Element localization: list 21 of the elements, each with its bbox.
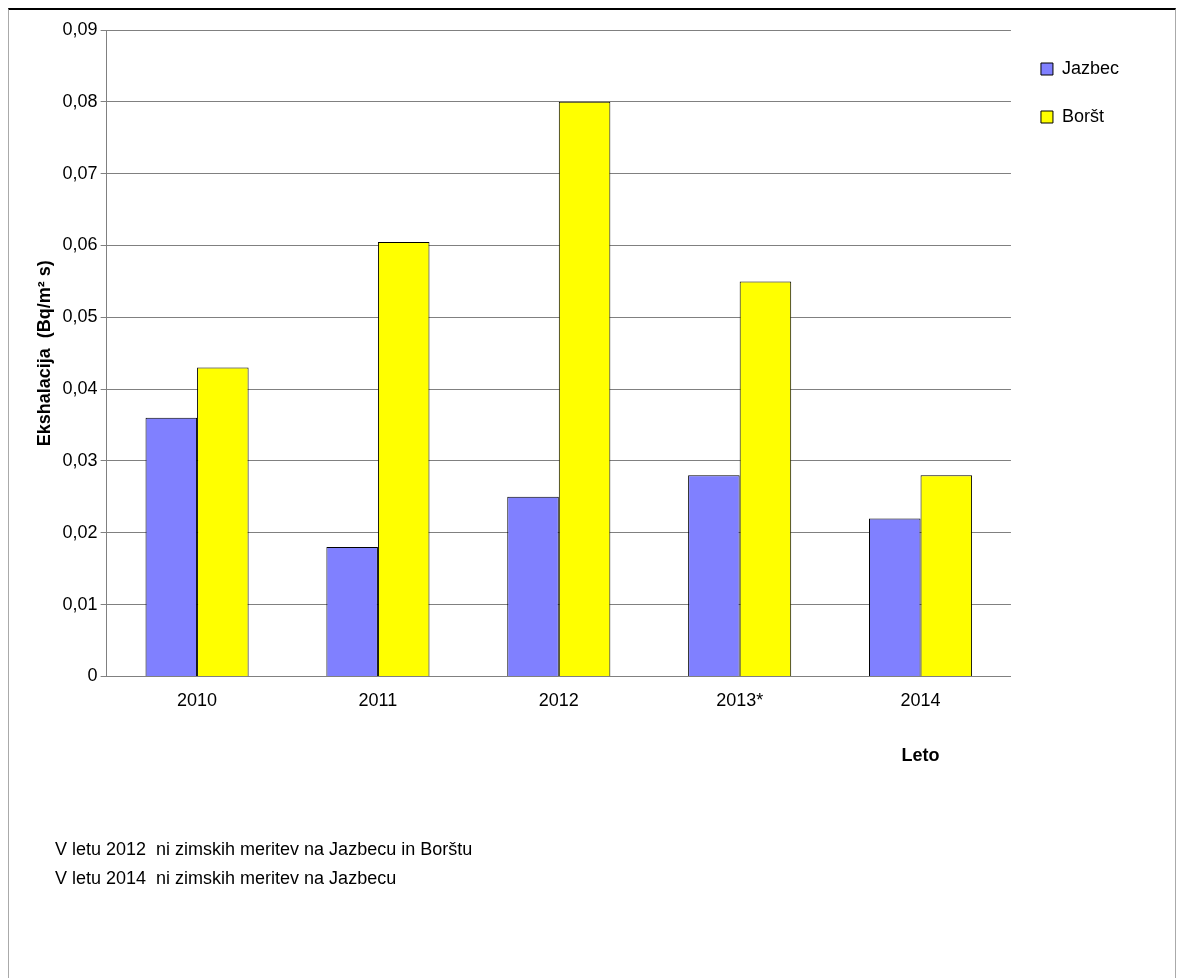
y-tick-label: 0,06 [62, 234, 98, 255]
legend-label: Boršt [1061, 105, 1104, 126]
x-tick-label: 2010 [177, 690, 218, 711]
y-tick-label: 0 [87, 665, 98, 686]
y-tick-label: 0,03 [62, 449, 98, 470]
y-tick-label: 0,04 [62, 378, 98, 399]
y-tick-label: 0,05 [62, 306, 98, 327]
y-tick-label: 0,01 [62, 593, 98, 614]
y-tick-label: 0,08 [62, 90, 98, 111]
y-tick-label: 0,07 [62, 162, 98, 183]
x-tick-label: 2011 [358, 690, 398, 711]
legend-label: Jazbec [1061, 57, 1120, 78]
x-tick-label: 2012 [538, 690, 579, 711]
y-axis-title: Ekshalacija (Bq/m² s) [33, 260, 54, 447]
y-tick-label: 0,09 [62, 18, 98, 39]
text: V letu 2012 ni zimskih meritev na Jazbecu in Borštu [55, 838, 473, 859]
y-tick-label: 0,02 [62, 521, 98, 542]
x-tick-label: 2013* [716, 690, 764, 711]
x-axis-title: Leto [901, 744, 940, 765]
x-tick-label: 2014 [900, 690, 941, 711]
text: V letu 2014 ni zimskih meritev na Jazbecu [55, 867, 397, 888]
